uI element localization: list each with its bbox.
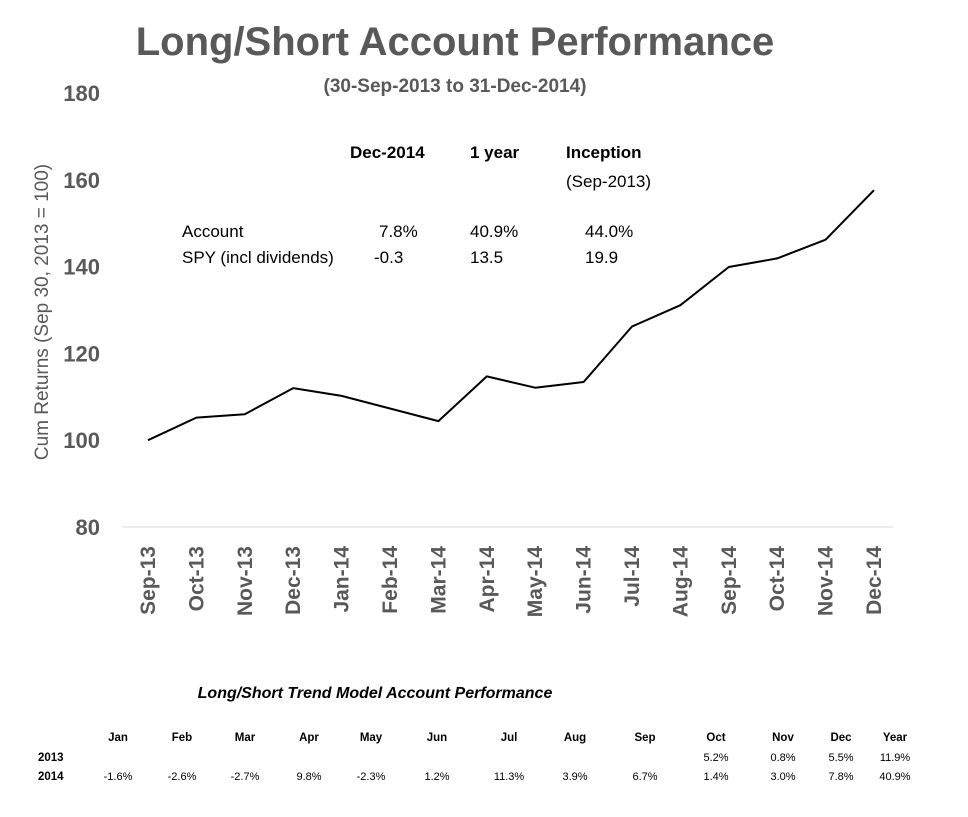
x-tick-label: Mar-14 — [427, 546, 450, 614]
data-point — [775, 256, 779, 260]
monthly-cell: -2.3% — [357, 771, 386, 783]
monthly-column-header: Jun — [427, 732, 447, 744]
x-tick-label: Apr-14 — [476, 546, 499, 613]
monthly-cell: 3.0% — [770, 771, 795, 783]
data-point — [243, 412, 247, 416]
y-tick-label: 140 — [63, 255, 100, 280]
x-axis-ticks: Sep-13 Oct-13 Nov-13 Dec-13 Jan-14 Feb-14 Mar-… — [137, 546, 886, 618]
monthly-table-title: Long/Short Trend Model Account Performan… — [198, 685, 553, 702]
monthly-row-year: 2013 — [38, 752, 64, 764]
monthly-column-header: May — [360, 732, 383, 744]
x-tick-label: Sep-13 — [137, 546, 160, 615]
x-tick-label: Jun-14 — [573, 546, 596, 614]
summary-cell: 7.8% — [379, 222, 418, 241]
x-tick-label: Nov-14 — [815, 546, 838, 616]
data-point — [630, 324, 634, 328]
data-point — [727, 265, 731, 269]
data-point — [582, 380, 586, 384]
monthly-cell: 1.4% — [703, 771, 728, 783]
summary-table: Dec-2014 1 year Inception (Sep-2013) Acc… — [182, 143, 651, 267]
summary-row-label: Account — [182, 222, 244, 241]
x-tick-label: Jul-14 — [621, 546, 644, 607]
monthly-column-header: Dec — [830, 732, 852, 744]
monthly-cell: 11.9% — [880, 752, 911, 764]
monthly-column-header: Apr — [299, 732, 319, 744]
x-tick-label: Oct-13 — [185, 546, 208, 611]
data-point — [872, 188, 876, 192]
data-point — [436, 419, 440, 423]
data-point — [533, 386, 537, 390]
summary-header-dec-2014: Dec-2014 — [350, 143, 425, 162]
monthly-column-header: Jan — [108, 732, 128, 744]
monthly-cell: 6.7% — [632, 771, 657, 783]
monthly-column-header: Oct — [706, 732, 725, 744]
monthly-cell: 3.9% — [562, 771, 587, 783]
data-point — [388, 407, 392, 411]
summary-header-1-year: 1 year — [470, 143, 520, 162]
y-axis-label: Cum Returns (Sep 30, 2013 = 100) — [32, 164, 53, 460]
series-line-account — [147, 189, 875, 442]
y-tick-label: 160 — [63, 168, 100, 193]
monthly-cell: 1.2% — [424, 771, 449, 783]
summary-cell: 44.0% — [585, 222, 633, 241]
monthly-cell: 7.8% — [828, 771, 853, 783]
summary-cell: 13.5 — [470, 248, 503, 267]
y-axis-ticks: 80 100 120 140 160 180 — [63, 81, 100, 540]
x-tick-label: Nov-13 — [234, 546, 257, 616]
monthly-row-year: 2014 — [38, 771, 64, 783]
x-tick-label: Dec-13 — [282, 546, 305, 615]
y-tick-label: 180 — [63, 81, 100, 106]
data-point — [291, 386, 295, 390]
y-tick-label: 80 — [76, 515, 100, 540]
x-tick-label: Feb-14 — [379, 546, 402, 614]
summary-cell: 19.9 — [585, 248, 618, 267]
x-tick-label: Oct-14 — [766, 546, 789, 612]
summary-cell: -0.3 — [374, 248, 403, 267]
monthly-cell: 40.9% — [879, 771, 910, 783]
data-point — [824, 238, 828, 242]
monthly-column-header: Aug — [564, 732, 586, 744]
monthly-cell: 11.3% — [494, 771, 525, 783]
x-tick-label: May-14 — [524, 546, 547, 618]
x-tick-label: Sep-14 — [718, 546, 741, 615]
summary-header-inception: Inception — [566, 143, 642, 162]
x-tick-label: Dec-14 — [863, 546, 886, 615]
monthly-cell: 5.5% — [828, 752, 853, 764]
monthly-cell: -2.7% — [231, 771, 260, 783]
x-tick-label: Jan-14 — [331, 546, 354, 613]
data-point — [146, 438, 150, 442]
monthly-cell: 0.8% — [770, 752, 795, 764]
chart-title: Long/Short Account Performance — [136, 20, 775, 64]
y-tick-label: 100 — [63, 428, 100, 453]
data-point — [340, 394, 344, 398]
y-tick-label: 120 — [63, 341, 100, 366]
summary-cell: 40.9% — [470, 222, 518, 241]
data-point — [194, 416, 198, 420]
monthly-column-header: Feb — [172, 732, 192, 744]
monthly-cell: 9.8% — [296, 771, 321, 783]
monthly-column-header: Mar — [235, 732, 256, 744]
monthly-cell: -1.6% — [104, 771, 133, 783]
summary-row-label: SPY (incl dividends) — [182, 248, 334, 267]
monthly-cell: -2.6% — [168, 771, 197, 783]
data-point — [485, 374, 489, 378]
monthly-column-header: Jul — [501, 732, 518, 744]
monthly-cell: 5.2% — [703, 752, 728, 764]
monthly-column-header: Nov — [772, 732, 794, 744]
summary-inception-note: (Sep-2013) — [566, 172, 651, 191]
monthly-column-header: Sep — [634, 732, 655, 744]
monthly-table: Jan Feb Mar Apr May Jun Jul Aug Sep Oct Nov Dec Year… — [38, 732, 911, 783]
data-point — [678, 303, 682, 307]
chart-subtitle: (30-Sep-2013 to 31-Dec-2014) — [324, 76, 587, 97]
monthly-column-header: Year — [883, 732, 908, 744]
x-tick-label: Aug-14 — [669, 546, 692, 617]
